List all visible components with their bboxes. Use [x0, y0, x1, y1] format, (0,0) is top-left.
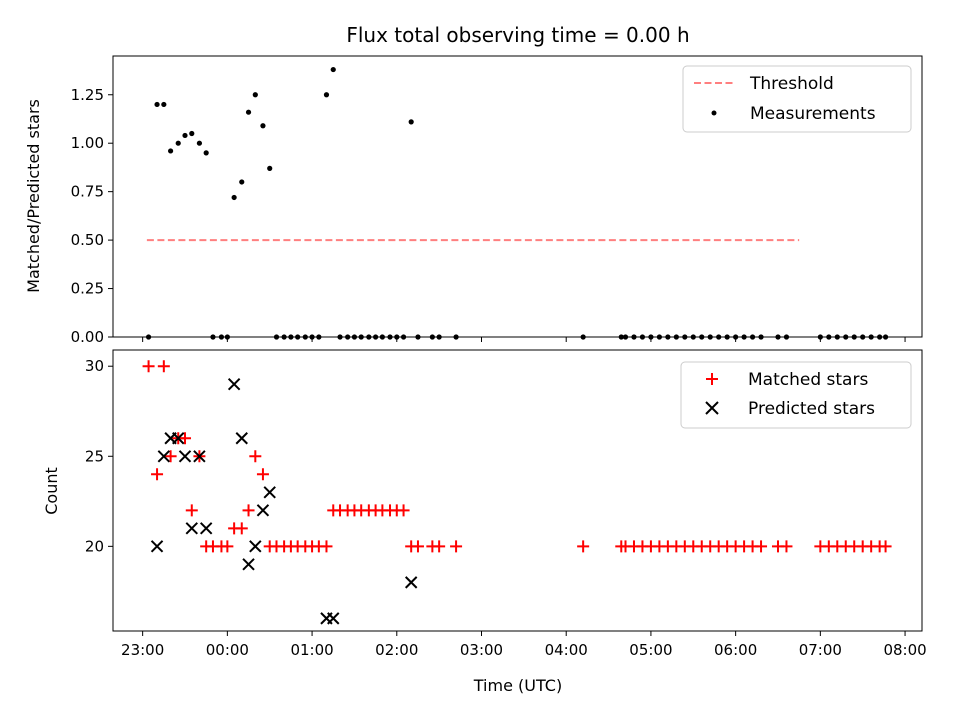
- predicted-star-point-9: [235, 432, 248, 445]
- measurement-point-16: [260, 123, 266, 129]
- count-xlabel: Time (UTC): [473, 676, 562, 695]
- measurement-point-13: [239, 179, 245, 185]
- count-plot-frame: [112, 349, 923, 632]
- count-xtick-label-1: 00:00: [206, 641, 249, 659]
- measurement-point-25: [323, 92, 330, 98]
- matched-star-point-11: [221, 540, 234, 553]
- count-xtick-label-5: 04:00: [545, 641, 588, 659]
- matched-star-point-1: [151, 468, 164, 481]
- measurement-point-15: [252, 92, 258, 98]
- matched-star-point-62: [780, 540, 793, 553]
- measurement-point-3: [168, 148, 174, 154]
- predicted-star-point-8: [227, 378, 241, 391]
- ratio-ytick-label-5: 1.25: [71, 86, 104, 104]
- ratio-ytick-label-1: 0.25: [71, 280, 104, 298]
- measurement-point-7: [196, 140, 203, 146]
- count-xtick-label-9: 08:00: [883, 641, 926, 659]
- legend-matched-swatch: [706, 373, 718, 385]
- count-ytick-label-0: 20: [85, 537, 104, 555]
- predicted-star-point-12: [256, 504, 270, 517]
- matched-star-point-36: [397, 504, 410, 517]
- measurement-point-26: [330, 66, 336, 73]
- count-xtick-label-8: 07:00: [799, 641, 842, 659]
- matched-star-point-13: [235, 522, 248, 535]
- count-legend-box: [680, 361, 912, 429]
- matched-star-point-14: [242, 504, 255, 517]
- ratio-plot-frame: [112, 55, 923, 338]
- ratio-ytick-label-2: 0.50: [71, 231, 104, 249]
- count-xtick-label-4: 03:00: [460, 641, 503, 659]
- count-plot: 20 25 30 23:00 00:00 01:00 02:00 03:00 04:00 05:0…: [42, 349, 927, 695]
- ratio-plot: 0.00 0.25 0.50 0.75 1.00 1.25 Matched/Predict…: [24, 55, 923, 346]
- ratio-ytick-label-4: 1.00: [71, 134, 104, 152]
- matched-star-point-71: [879, 540, 892, 553]
- ratio-ytick-label-0: 0.00: [71, 328, 104, 346]
- count-xtick-label-7: 06:00: [714, 641, 757, 659]
- legend-measurements-swatch: [711, 110, 717, 116]
- count-marks: [142, 360, 892, 625]
- legend-measurements-label: Measurements: [750, 104, 876, 124]
- predicted-star-point-10: [242, 558, 255, 571]
- predicted-star-point-16: [404, 576, 418, 589]
- measurement-point-1: [154, 101, 160, 108]
- predicted-star-point-0: [150, 540, 164, 553]
- measurement-point-6: [189, 130, 195, 137]
- legend-matched-label: Matched stars: [748, 370, 868, 390]
- count-legend: Matched stars Predicted stars: [680, 361, 912, 429]
- predicted-star-point-15: [327, 612, 340, 625]
- measurement-point-4: [175, 140, 181, 146]
- count-xtick-label-3: 02:00: [375, 641, 418, 659]
- matched-star-point-60: [755, 540, 768, 553]
- matched-star-point-16: [256, 468, 269, 481]
- predicted-star-point-4: [178, 450, 192, 463]
- ratio-ytick-label-3: 0.75: [71, 183, 104, 201]
- count-ytick-label-2: 30: [85, 357, 104, 375]
- matched-star-point-25: [320, 540, 333, 553]
- legend-predicted-label: Predicted stars: [748, 399, 875, 419]
- matched-star-point-15: [249, 450, 262, 463]
- count-ytick-label-1: 25: [85, 447, 104, 465]
- count-axes: 20 25 30 23:00 00:00 01:00 02:00 03:00 04:00 05:0…: [85, 357, 927, 659]
- matched-star-point-40: [433, 540, 446, 553]
- ratio-ylabel: Matched/Predicted stars: [24, 99, 43, 293]
- matched-star-point-5: [179, 432, 192, 445]
- legend-predicted-swatch: [705, 401, 719, 415]
- predicted-star-point-1: [157, 450, 171, 463]
- count-xtick-label-0: 23:00: [121, 641, 164, 659]
- predicted-star-point-13: [263, 486, 276, 499]
- matched-star-point-41: [450, 540, 463, 553]
- ratio-axes: 0.00 0.25 0.50 0.75 1.00 1.25: [71, 86, 906, 346]
- predicted-star-point-3: [172, 432, 185, 445]
- count-xtick-label-2: 01:00: [290, 641, 333, 659]
- predicted-star-point-11: [249, 540, 262, 553]
- predicted-star-point-5: [185, 522, 198, 535]
- ratio-legend-box: [682, 65, 912, 133]
- predicted-star-point-6: [193, 450, 206, 463]
- measurement-point-14: [245, 109, 252, 115]
- measurement-point-2: [161, 101, 167, 108]
- measurement-point-12: [231, 194, 237, 201]
- ratio-legend: Threshold Measurements: [682, 65, 912, 133]
- measurement-point-37: [408, 119, 414, 125]
- chart-title: Flux total observing time = 0.00 h: [346, 23, 689, 47]
- measurement-point-5: [182, 132, 188, 139]
- matched-star-point-2: [157, 360, 170, 373]
- matched-star-point-38: [411, 540, 424, 553]
- legend-threshold-label: Threshold: [749, 74, 834, 94]
- count-ylabel: Count: [42, 467, 61, 515]
- matched-star-point-0: [142, 360, 155, 373]
- matched-star-point-3: [164, 450, 177, 463]
- matched-star-point-6: [185, 504, 198, 517]
- predicted-star-point-7: [199, 522, 213, 535]
- count-xtick-label-6: 05:00: [629, 641, 672, 659]
- measurement-point-8: [203, 150, 209, 156]
- measurement-point-17: [267, 165, 273, 171]
- matched-star-point-42: [577, 540, 590, 553]
